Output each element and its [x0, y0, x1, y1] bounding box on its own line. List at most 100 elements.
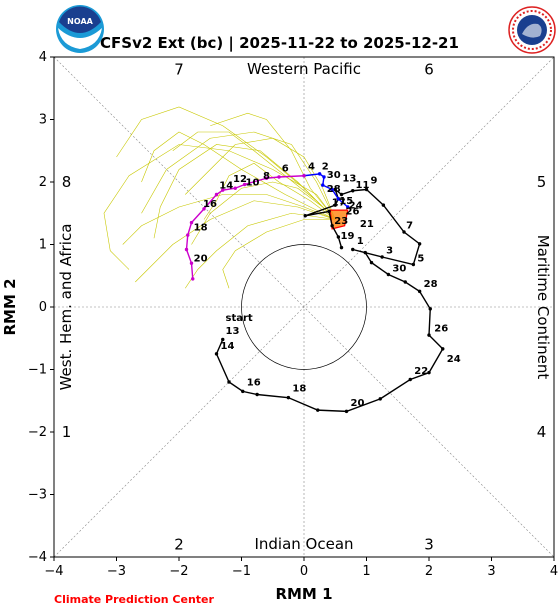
day-label: 8 [263, 171, 270, 182]
x-tick-label: −1 [232, 564, 251, 579]
series-point [303, 214, 307, 218]
series-point [255, 392, 259, 397]
noaa-logo-text: NOAA [67, 17, 93, 26]
unit-circle [241, 244, 367, 370]
series-point [344, 409, 349, 414]
series-point [286, 395, 291, 400]
series-point [316, 408, 320, 412]
y-axis-label: RMM 2 [1, 278, 19, 335]
day-label: 23 [334, 216, 348, 227]
ensemble-member-line [141, 131, 336, 220]
series-point [221, 188, 225, 192]
series-point [380, 255, 384, 259]
series-point [191, 277, 195, 281]
x-tick-label: 4 [550, 564, 558, 579]
chart-title: CFSv2 Ext (bc) | 2025-11-22 to 2025-12-2… [100, 34, 459, 52]
day-label: 26 [346, 207, 360, 218]
series-point [317, 172, 322, 176]
series-point [336, 235, 341, 239]
phase-label: 6 [424, 61, 434, 79]
series-point [241, 389, 245, 394]
y-tick-label: 1 [39, 238, 47, 253]
ensemble-member-line [210, 112, 336, 220]
day-label: 13 [342, 174, 356, 185]
series-point [233, 186, 237, 190]
series-point [221, 337, 225, 342]
series-point [364, 187, 369, 192]
series-point [333, 187, 337, 192]
series-point [441, 347, 445, 351]
series-point [242, 182, 247, 187]
day-label: 17 [332, 197, 346, 208]
y-tick-label: 4 [39, 50, 47, 65]
y-tick-label: −1 [28, 363, 47, 378]
day-label: 30 [392, 264, 406, 275]
x-axis-label: RMM 1 [275, 585, 332, 603]
day-label: 20 [194, 254, 208, 265]
series-point [363, 250, 367, 255]
series-point [330, 187, 334, 192]
day-label: 14 [219, 180, 233, 191]
day-label: 18 [194, 222, 208, 233]
day-label: 16 [203, 199, 217, 210]
ensemble-member-line [135, 200, 336, 283]
y-tick-label: 0 [39, 300, 47, 315]
x-tick-label: 0 [300, 564, 308, 579]
series-point [184, 247, 189, 252]
day-label: 4 [308, 162, 315, 173]
ensemble-layer [103, 106, 349, 289]
series-point [403, 280, 407, 284]
series-point [369, 260, 374, 265]
y-tick-label: 3 [39, 113, 47, 128]
series-point [378, 397, 382, 401]
series-point [386, 272, 391, 277]
series-point [381, 203, 386, 207]
region-label-west-hem-africa: West. Hem. and Africa [57, 224, 75, 391]
ensemble-member-line [222, 219, 336, 289]
day-label: 18 [292, 384, 306, 395]
day-label: 24 [349, 200, 363, 211]
day-label: 28 [327, 184, 341, 195]
series-point [408, 377, 412, 382]
day-label: 20 [351, 398, 365, 409]
series-point [339, 192, 344, 197]
day-label: 10 [246, 177, 260, 188]
day-label: 2 [322, 162, 329, 173]
series-point [339, 245, 344, 250]
ensemble-member-line [185, 212, 336, 289]
x-tick-label: 2 [425, 564, 433, 579]
series-point [428, 307, 432, 311]
day-label: 19 [341, 231, 355, 242]
day-label: 30 [327, 170, 341, 181]
phase-label: 4 [537, 423, 547, 441]
credit-label: Climate Prediction Center [54, 593, 214, 606]
series-point [189, 261, 194, 265]
phase-label: 5 [537, 173, 547, 191]
day-label: 15 [339, 196, 353, 207]
series-point [346, 205, 350, 209]
series-point [202, 207, 206, 211]
series-point [402, 230, 406, 234]
x-tick-label: −3 [107, 564, 126, 579]
series-point [264, 176, 269, 180]
x-tick-label: −4 [44, 564, 63, 579]
series-point [302, 174, 306, 178]
series-point [227, 380, 231, 384]
day-label: 6 [282, 164, 289, 175]
x-tick-label: −2 [169, 564, 188, 579]
series-point [330, 224, 334, 228]
series-point [417, 289, 422, 294]
nws-logo-icon [508, 6, 556, 54]
phase-label: 8 [62, 173, 72, 191]
phase-label: 7 [174, 61, 184, 79]
series-point [277, 175, 281, 179]
day-label: 9 [371, 175, 378, 186]
diagonal-line [53, 56, 555, 558]
series-point [411, 262, 416, 267]
series-point [327, 209, 331, 214]
day-label: 21 [360, 219, 374, 230]
series-point [351, 247, 355, 252]
y-tick-label: −3 [28, 488, 47, 503]
series-point [214, 192, 219, 197]
